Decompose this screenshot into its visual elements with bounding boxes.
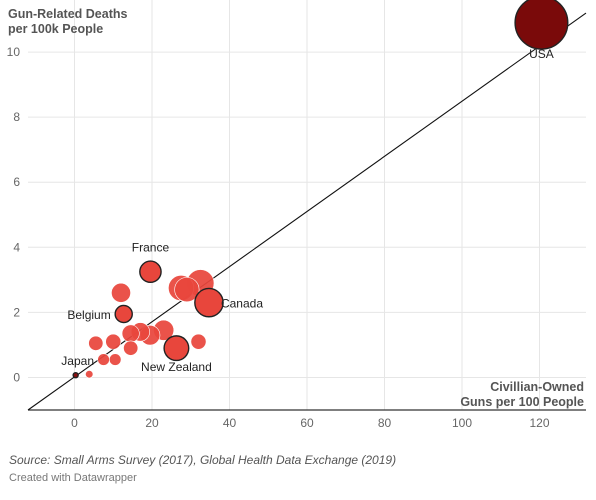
label-belgium: Belgium (67, 308, 110, 322)
x-tick-label: 0 (71, 416, 78, 430)
bubble (109, 353, 122, 366)
label-france: France (132, 241, 170, 255)
label-usa: USA (529, 47, 554, 61)
bubble (121, 324, 140, 343)
y-tick-label: 10 (7, 45, 21, 59)
x-tick-label: 60 (300, 416, 314, 430)
x-tick-label: 80 (378, 416, 392, 430)
y-axis-label: Gun-Related Deaths per 100k People (8, 7, 208, 37)
bubble-japan (72, 371, 79, 379)
bubble (85, 370, 94, 379)
credit-note: Created with Datawrapper (9, 472, 137, 484)
bubble-canada (194, 287, 224, 318)
x-tick-label: 20 (145, 416, 159, 430)
x-axis-label-line-2: Guns per 100 People (460, 395, 584, 409)
x-tick-label: 100 (452, 416, 472, 430)
bubble-usa (514, 0, 569, 50)
x-axis-label: Civillian-Owned Guns per 100 People (384, 380, 584, 410)
label-new-zealand: New Zealand (141, 360, 212, 374)
point-labels: USA France Canada Belgium New Zealand Japan (61, 47, 553, 374)
bubble (174, 277, 200, 303)
y-tick-label: 4 (13, 240, 20, 254)
y-axis-label-line-2: per 100k People (8, 22, 104, 36)
y-tick-label: 6 (13, 175, 20, 189)
bubble-new-zealand (163, 335, 190, 362)
y-tick-label: 8 (13, 110, 20, 124)
y-tick-label: 0 (13, 370, 20, 384)
bubble (190, 333, 207, 350)
bubble (97, 353, 110, 366)
source-note: Source: Small Arms Survey (2017), Global… (9, 453, 397, 467)
trend-line-layer (27, 12, 587, 411)
bubble-layer (72, 0, 569, 379)
x-axis-label-line-1: Civillian-Owned (490, 380, 584, 394)
bubble-france (139, 260, 162, 284)
x-tick-label: 120 (529, 416, 549, 430)
y-tick-label: 2 (13, 305, 20, 319)
bubble (123, 340, 139, 356)
trend-line (27, 12, 587, 411)
label-japan: Japan (61, 354, 94, 368)
label-canada: Canada (221, 297, 263, 311)
x-tick-label: 40 (223, 416, 237, 430)
bubble (88, 335, 104, 351)
y-axis-label-line-1: Gun-Related Deaths (8, 7, 128, 21)
bubble (105, 333, 122, 350)
bubble (111, 282, 131, 303)
bubble-belgium (114, 304, 133, 324)
